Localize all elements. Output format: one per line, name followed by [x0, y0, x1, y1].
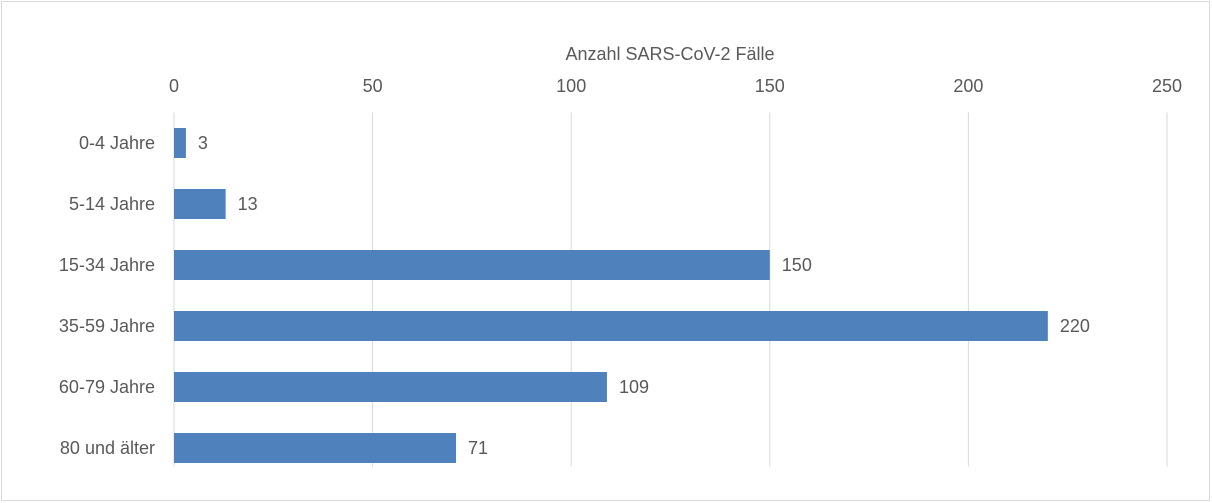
x-tick-label: 50	[363, 76, 383, 96]
x-tick-label: 150	[755, 76, 785, 96]
data-label: 71	[468, 438, 488, 458]
data-label: 220	[1060, 316, 1090, 336]
y-tick-label: 60-79 Jahre	[59, 377, 155, 397]
data-label: 109	[619, 377, 649, 397]
bar	[174, 189, 226, 219]
x-tick-label: 0	[169, 76, 179, 96]
y-tick-label: 0-4 Jahre	[79, 133, 155, 153]
y-tick-label: 15-34 Jahre	[59, 255, 155, 275]
bar	[174, 128, 186, 158]
bar	[174, 311, 1048, 341]
y-tick-label: 5-14 Jahre	[69, 194, 155, 214]
data-label: 13	[238, 194, 258, 214]
x-tick-label: 250	[1152, 76, 1182, 96]
x-tick-label: 100	[556, 76, 586, 96]
bar	[174, 433, 457, 463]
y-tick-label: 35-59 Jahre	[59, 316, 155, 336]
data-label: 3	[198, 133, 208, 153]
bar	[174, 250, 770, 280]
bar	[174, 372, 607, 402]
y-tick-label: 80 und älter	[60, 438, 155, 458]
data-label: 150	[782, 255, 812, 275]
x-tick-label: 200	[953, 76, 983, 96]
x-axis-title: Anzahl SARS-CoV-2 Fälle	[565, 44, 774, 64]
